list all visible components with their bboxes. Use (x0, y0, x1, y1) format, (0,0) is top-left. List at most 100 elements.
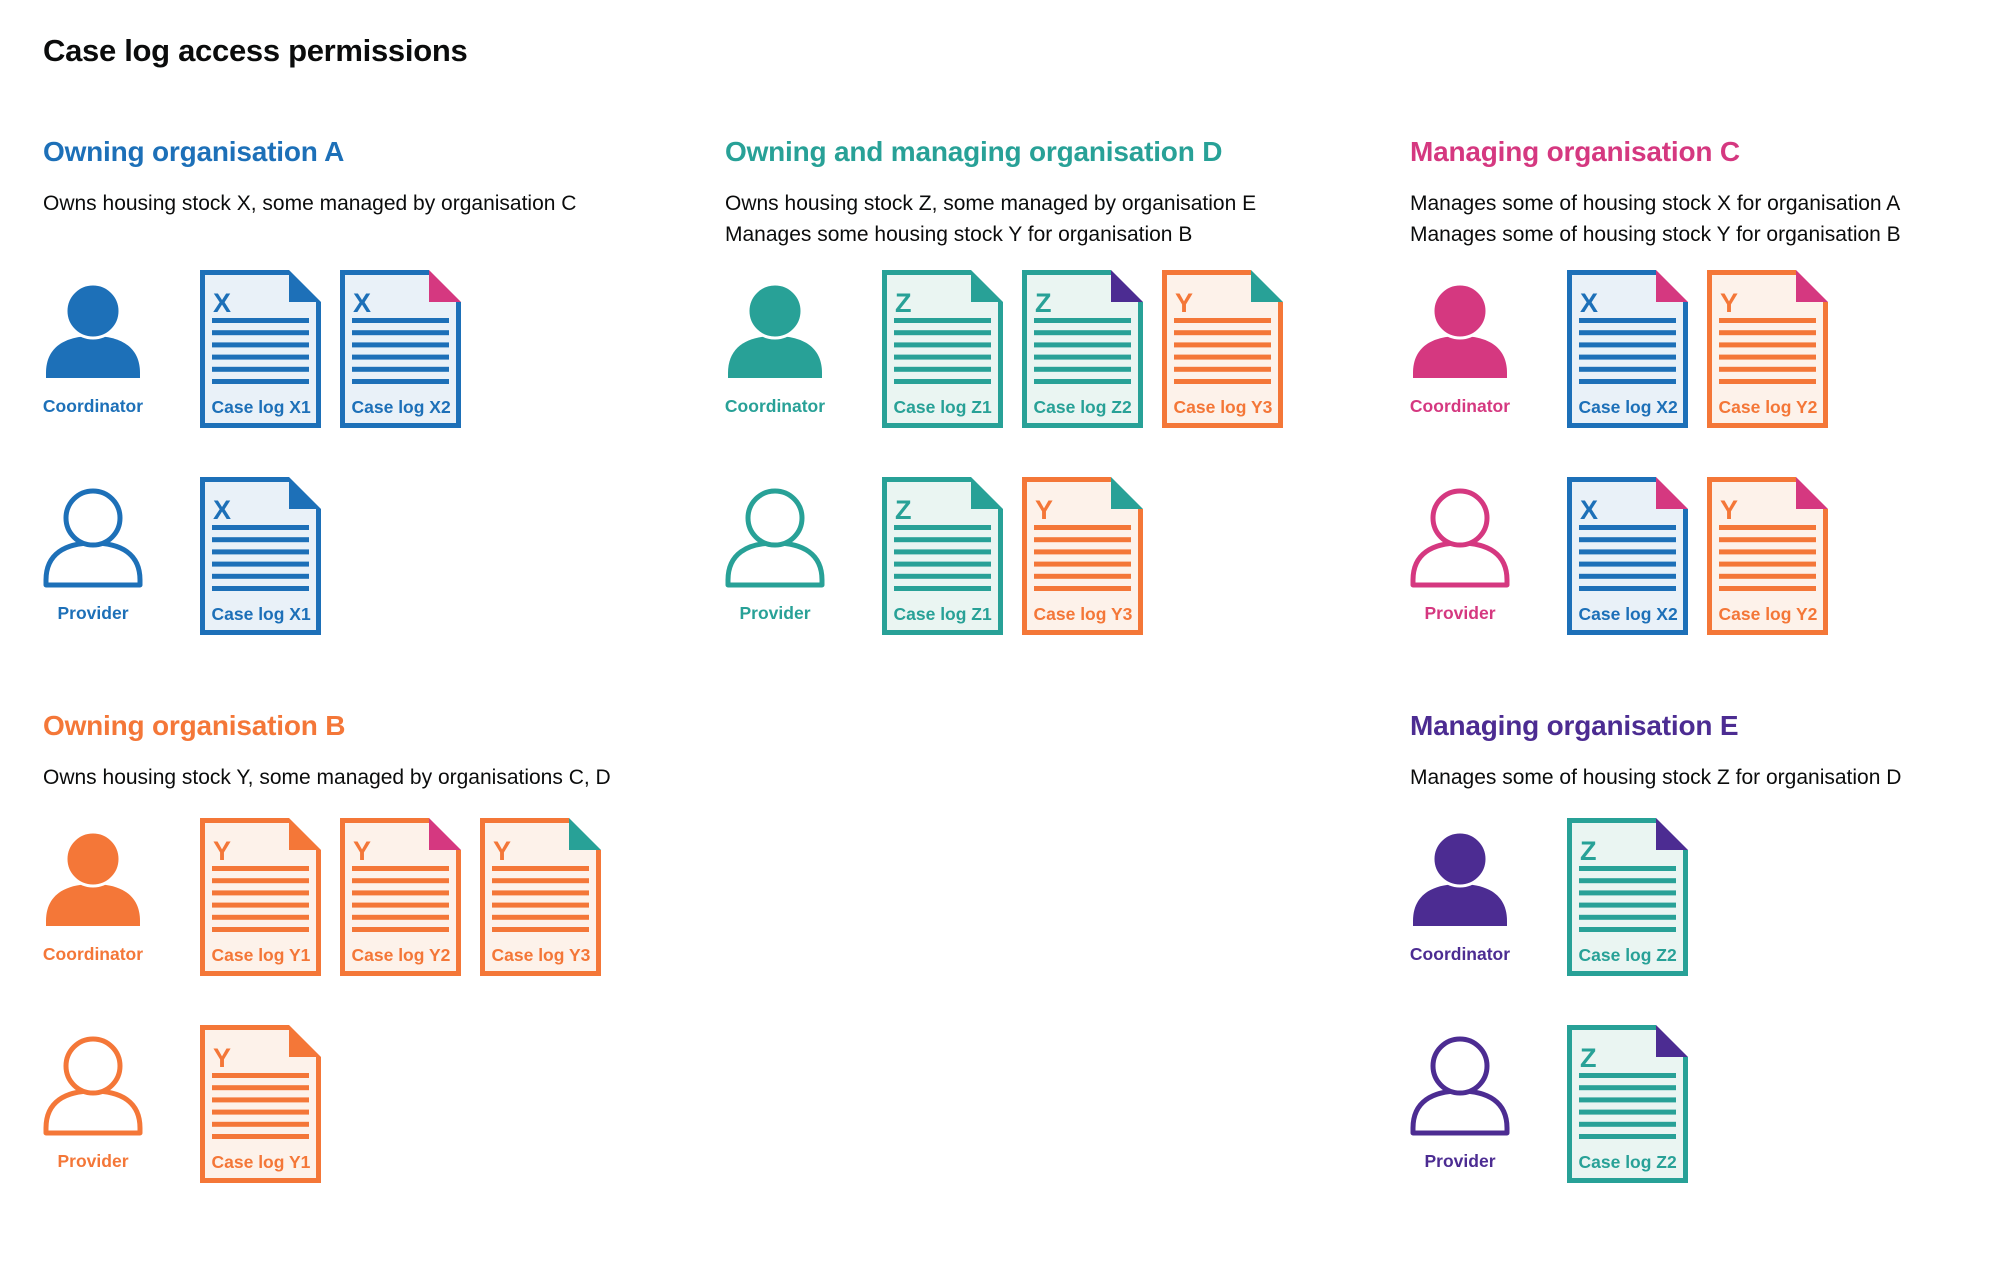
org-d-subtitle-line-2: Manages some housing stock Y for organis… (725, 223, 1193, 246)
coordinator-person-icon (1413, 282, 1507, 378)
org-b-subtitle-line-1: Owns housing stock Y, some managed by or… (43, 766, 611, 789)
document-page (882, 477, 1003, 635)
person-body (1410, 540, 1510, 588)
case-log-label: Case log X1 (212, 397, 311, 417)
org-a-provider-label: Provider (57, 603, 129, 623)
person-body (1413, 884, 1507, 926)
case-log-document: Y Case log Y3 (480, 818, 601, 976)
org-e-provider-icon-wrap (1410, 1035, 1510, 1137)
case-log-label: Case log Z2 (1034, 397, 1132, 417)
org-c-heading: Managing organisation C (1410, 136, 1740, 167)
case-log-document: X Case log X1 (200, 477, 321, 635)
folded-corner-icon (569, 818, 601, 850)
person-body (1410, 1088, 1510, 1136)
org-d-coordinator-label: Coordinator (724, 396, 826, 416)
document-text-lines (1579, 866, 1676, 932)
folded-corner-icon (1796, 477, 1828, 509)
org-c-coordinator-doc-case-log-y2: Y Case log Y2 (1707, 270, 1828, 428)
document-text-lines (1174, 318, 1271, 384)
document-page (340, 270, 461, 428)
person-head (1430, 1036, 1490, 1096)
org-b-provider-doc-case-log-y1: Y Case log Y1 (200, 1025, 321, 1183)
document-page (200, 818, 321, 976)
org-c-provider-doc-case-log-y2: Y Case log Y2 (1707, 477, 1828, 635)
person-body (725, 540, 825, 588)
person-head (1430, 488, 1490, 548)
document-page (1707, 477, 1828, 635)
coordinator-person-icon (46, 282, 140, 378)
person-body (43, 540, 143, 588)
folded-corner-icon (1656, 270, 1688, 302)
folded-corner-icon (429, 270, 461, 302)
case-log-label: Case log Y3 (1034, 604, 1133, 624)
provider-person-icon (725, 488, 825, 588)
org-c-coordinator-doc-case-log-x2: X Case log X2 (1567, 270, 1688, 428)
document-page (1162, 270, 1283, 428)
folded-corner-icon (971, 477, 1003, 509)
provider-person-icon (43, 488, 143, 588)
document-text-lines (212, 866, 309, 932)
org-c-provider-doc-case-log-x2: X Case log X2 (1567, 477, 1688, 635)
stock-letter: X (213, 495, 231, 525)
org-d-coordinator-doc-case-log-z2: Z Case log Z2 (1022, 270, 1143, 428)
document-page (1567, 477, 1688, 635)
document-text-lines (212, 318, 309, 384)
case-log-label: Case log Y1 (212, 945, 311, 965)
case-log-document: Z Case log Z2 (1567, 1025, 1688, 1183)
person-head (746, 282, 804, 340)
stock-letter: X (1580, 495, 1598, 525)
document-page (1567, 270, 1688, 428)
document-page (1567, 818, 1688, 976)
stock-letter: X (353, 288, 371, 318)
document-page (882, 270, 1003, 428)
folded-corner-icon (971, 270, 1003, 302)
person-head (63, 488, 123, 548)
document-text-lines (1719, 318, 1816, 384)
org-c-coordinator-icon-wrap (1410, 280, 1510, 382)
case-log-document: Y Case log Y3 (1022, 477, 1143, 635)
case-log-label: Case log Z2 (1579, 1152, 1677, 1172)
case-log-document: X Case log X2 (1567, 270, 1688, 428)
org-c-provider-label: Provider (1424, 603, 1496, 623)
document-text-lines (894, 318, 991, 384)
org-a-provider-icon-wrap (43, 487, 143, 589)
org-d-coordinator-doc-case-log-z1: Z Case log Z1 (882, 270, 1003, 428)
stock-letter: Y (1175, 288, 1193, 318)
document-text-lines (1034, 525, 1131, 591)
case-log-document: Y Case log Y1 (200, 818, 321, 976)
folded-corner-icon (1656, 477, 1688, 509)
provider-person-icon (1410, 488, 1510, 588)
org-c-subtitle-line-1: Manages some of housing stock X for orga… (1410, 192, 1901, 215)
folded-corner-icon (1796, 270, 1828, 302)
org-d-heading: Owning and managing organisation D (725, 136, 1223, 167)
org-e-provider-doc-case-log-z2: Z Case log Z2 (1567, 1025, 1688, 1183)
stock-letter: Y (493, 836, 511, 866)
folded-corner-icon (289, 1025, 321, 1057)
coordinator-person-icon (46, 830, 140, 926)
org-d-coordinator-icon-wrap (725, 280, 825, 382)
person-head (64, 830, 122, 888)
org-b-provider-icon-wrap (43, 1035, 143, 1137)
org-b-coordinator-doc-case-log-y1: Y Case log Y1 (200, 818, 321, 976)
org-d-subtitle-line-1: Owns housing stock Z, some managed by or… (725, 192, 1257, 215)
folded-corner-icon (1251, 270, 1283, 302)
org-b-provider-label: Provider (57, 1151, 129, 1171)
provider-person-icon (43, 1036, 143, 1136)
case-log-document: Y Case log Y3 (1162, 270, 1283, 428)
org-d-provider-doc-case-log-y3: Y Case log Y3 (1022, 477, 1143, 635)
org-b-coordinator-label: Coordinator (42, 944, 144, 964)
document-text-lines (492, 866, 589, 932)
stock-letter: Z (1035, 288, 1052, 318)
case-log-label: Case log Z1 (894, 604, 992, 624)
org-e-coordinator-label: Coordinator (1409, 944, 1511, 964)
document-text-lines (1579, 1073, 1676, 1139)
org-a-heading: Owning organisation A (43, 136, 345, 167)
folded-corner-icon (1656, 818, 1688, 850)
case-log-label: Case log Y1 (212, 1152, 311, 1172)
person-head (1431, 282, 1489, 340)
stock-letter: Y (1720, 495, 1738, 525)
document-page (200, 477, 321, 635)
case-log-document: Y Case log Y2 (340, 818, 461, 976)
document-text-lines (352, 866, 449, 932)
